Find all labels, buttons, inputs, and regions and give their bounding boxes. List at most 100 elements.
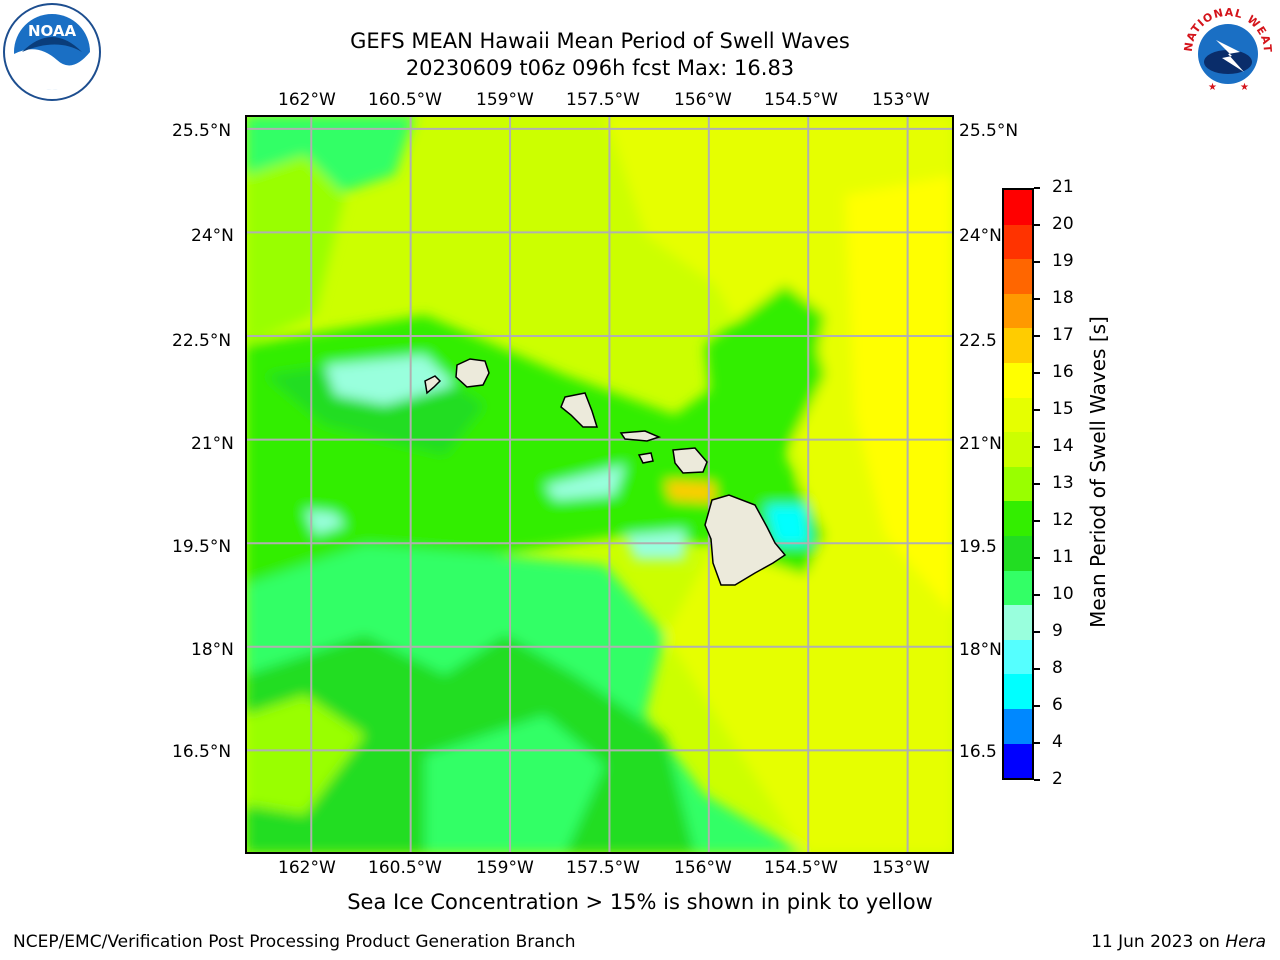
colorbar-tick-label-4: 18	[1052, 288, 1074, 308]
svg-text:★: ★	[1240, 82, 1249, 93]
colorbar-tick-mark-9	[1034, 483, 1040, 485]
colorbar-tick-label-9: 13	[1052, 473, 1074, 493]
lon-label-top-6: 154.5°W	[764, 90, 838, 110]
colorbar-tick-label-5: 17	[1052, 325, 1074, 345]
svg-text:NOAA: NOAA	[28, 22, 77, 40]
lat-label-left-3: 22.5°N	[172, 331, 232, 351]
swell-period-map	[245, 115, 954, 854]
colorbar-tick-label-13: 9	[1052, 621, 1063, 641]
lat-label-left-5: 19.5°N	[172, 537, 232, 557]
chart-subtitle: 20230609 t06z 096h fcst Max: 16.83	[405, 56, 795, 80]
lon-label-bottom-3: 159°W	[476, 858, 534, 878]
islands	[424, 358, 787, 586]
colorbar-tick-mark-6	[1034, 372, 1040, 374]
lon-label-bottom-4: 157.5°W	[566, 858, 640, 878]
colorbar-bin-13	[1004, 605, 1032, 640]
colorbar-bin-9	[1004, 466, 1032, 502]
colorbar-tick-mark-17	[1034, 779, 1040, 781]
colorbar-tick-mark-11	[1034, 557, 1040, 559]
island-maui	[672, 447, 708, 474]
colorbar-bin-15	[1004, 674, 1032, 709]
colorbar-bin-8	[1004, 432, 1032, 467]
colorbar-tick-label-11: 11	[1052, 547, 1074, 567]
lat-label-right-5: 19.5	[959, 537, 997, 557]
lon-label-top-7: 153°W	[872, 90, 930, 110]
colorbar-tick-mark-12	[1034, 594, 1040, 596]
lon-label-bottom-7: 153°W	[872, 858, 930, 878]
lat-label-right-6: 18°N	[959, 640, 1002, 660]
lat-label-right-2: 24°N	[959, 226, 1002, 246]
colorbar-tick-label-14: 8	[1052, 658, 1063, 678]
colorbar-tick-label-17: 2	[1052, 769, 1063, 789]
colorbar-label: Mean Period of Swell Waves [s]	[1086, 316, 1110, 628]
colorbar-bin-7	[1004, 397, 1032, 433]
colorbar-ticks: 21 20 19 18 17 16 15 14 13 12 11 10 9 8 6 4 2	[1034, 177, 1094, 789]
island-molokai	[560, 392, 599, 428]
colorbar-bin-12	[1004, 570, 1032, 606]
colorbar-tick-mark-3	[1034, 261, 1040, 263]
colorbar-tick-label-10: 12	[1052, 510, 1074, 530]
colorbar-tick-mark-16	[1034, 742, 1040, 744]
colorbar-tick-label-3: 19	[1052, 251, 1074, 271]
colorbar-tick-mark-13	[1034, 631, 1040, 633]
svg-text:★: ★	[1208, 82, 1217, 93]
lat-label-right-4: 21°N	[959, 434, 1002, 454]
lat-label-left-1: 25.5°N	[172, 121, 232, 141]
nws-logo: NATIONAL WEATHER SERVICE ★ ★	[1173, 0, 1278, 100]
lat-label-right-1: 25.5°N	[959, 121, 1019, 141]
footer-date: 11 Jun 2023 on Hera	[1091, 932, 1266, 952]
colorbar	[1002, 188, 1034, 780]
colorbar-tick-mark-14	[1034, 668, 1040, 670]
lat-label-left-6: 18°N	[191, 640, 234, 660]
swell-period-field	[245, 115, 954, 854]
lon-label-bottom-6: 154.5°W	[764, 858, 838, 878]
colorbar-tick-mark-2	[1034, 224, 1040, 226]
colorbar-tick-label-2: 20	[1052, 214, 1074, 234]
footer-branch: NCEP/EMC/Verification Post Processing Pr…	[13, 932, 576, 952]
island-kauai	[455, 358, 490, 388]
noaa-logo: NOAA	[2, 2, 102, 102]
colorbar-tick-mark-7	[1034, 409, 1040, 411]
footer-date-text: 11 Jun 2023 on	[1091, 932, 1226, 952]
colorbar-tick-mark-5	[1034, 335, 1040, 337]
colorbar-tick-mark-4	[1034, 298, 1040, 300]
colorbar-bin-14	[1004, 639, 1032, 675]
colorbar-tick-mark-8	[1034, 446, 1040, 448]
map-frame	[245, 115, 954, 854]
colorbar-tick-label-12: 10	[1052, 584, 1074, 604]
island-maui-lanai	[637, 452, 654, 464]
colorbar-bin-5	[1004, 328, 1032, 363]
colorbar-tick-label-16: 4	[1052, 732, 1063, 752]
colorbar-tick-mark-10	[1034, 520, 1040, 522]
lat-label-left-2: 24°N	[191, 226, 234, 246]
lon-label-bottom-1: 162°W	[278, 858, 336, 878]
colorbar-bin-10	[1004, 501, 1032, 536]
lat-label-right-7: 16.5	[959, 742, 997, 762]
colorbar-bin-16	[1004, 708, 1032, 744]
colorbar-bin-6	[1004, 362, 1032, 398]
colorbar-bin-11	[1004, 535, 1032, 571]
lon-label-top-5: 156°W	[674, 90, 732, 110]
lat-label-left-7: 16.5°N	[172, 742, 232, 762]
island-lanai	[619, 430, 662, 442]
lon-label-bottom-5: 156°W	[674, 858, 732, 878]
lon-label-top-4: 157.5°W	[566, 90, 640, 110]
footer-host: Hera	[1225, 932, 1266, 952]
colorbar-tick-mark-1	[1034, 187, 1040, 189]
colorbar-bin-2	[1004, 224, 1032, 260]
colorbar-tick-label-8: 14	[1052, 436, 1074, 456]
lon-label-top-3: 159°W	[476, 90, 534, 110]
lon-label-top-2: 160.5°W	[368, 90, 442, 110]
lat-label-right-3: 22.5	[959, 331, 997, 351]
colorbar-bin-17	[1004, 743, 1032, 779]
colorbar-tick-mark-15	[1034, 705, 1040, 707]
map-plot	[245, 115, 954, 854]
colorbar-bin-4	[1004, 293, 1032, 329]
colorbar-tick-label-1: 21	[1052, 177, 1074, 197]
colorbar-tick-label-15: 6	[1052, 695, 1063, 715]
lon-label-bottom-2: 160.5°W	[368, 858, 442, 878]
colorbar-tick-label-7: 15	[1052, 399, 1074, 419]
chart-title: GEFS MEAN Hawaii Mean Period of Swell Wa…	[350, 29, 850, 53]
island-hawaii	[704, 494, 787, 586]
lon-label-top-1: 162°W	[278, 90, 336, 110]
